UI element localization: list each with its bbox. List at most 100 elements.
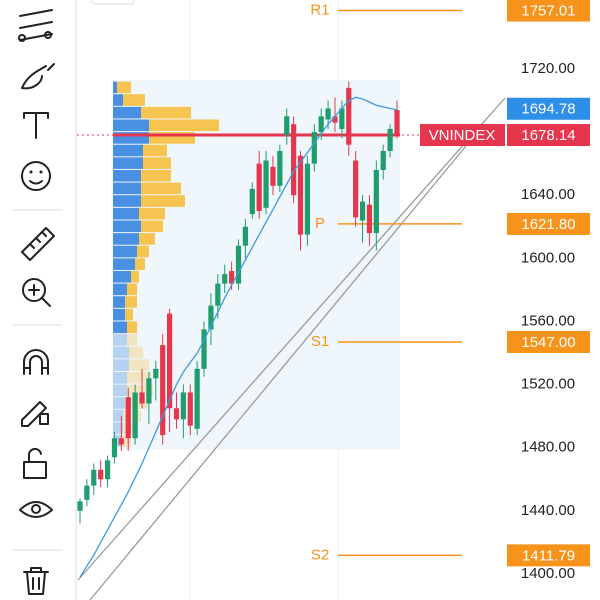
trend-line	[77, 97, 506, 581]
candle-body	[118, 438, 124, 445]
profile-buy	[113, 334, 127, 346]
moving-average	[79, 96, 398, 578]
profile-buy	[113, 308, 125, 321]
candle-body	[98, 469, 104, 480]
profile-buy	[113, 422, 123, 435]
candle-body	[229, 270, 235, 284]
profile-sell	[149, 119, 219, 132]
price-badge	[507, 330, 590, 353]
profile-buy	[113, 207, 139, 220]
profile-buy	[113, 359, 129, 371]
candle-body	[394, 109, 400, 136]
candle-body	[208, 305, 214, 330]
profile-buy	[113, 397, 125, 409]
profile-sell	[117, 81, 131, 94]
trend-line	[89, 145, 467, 600]
profile-buy	[113, 81, 117, 94]
profile-sell	[141, 220, 163, 233]
candle-body	[146, 378, 152, 404]
candle-body	[380, 151, 386, 170]
candle-body	[256, 163, 262, 211]
candle-body	[132, 392, 138, 439]
profile-buy	[113, 119, 149, 132]
pivot-name: P	[315, 215, 325, 232]
candle-body	[304, 163, 311, 235]
candle-body	[346, 87, 352, 145]
price-badge-label: 1411.79	[522, 547, 575, 564]
profile-buy	[113, 220, 141, 233]
price-axis: 1720.00 1640.00 1600.00 1560.00 1520.00 1480.…	[420, 0, 590, 582]
candle-body	[77, 501, 83, 511]
profile-buy	[113, 106, 141, 119]
profile-buy	[113, 409, 123, 422]
price-badge-label: 1757.01	[521, 3, 575, 20]
candle-body	[104, 460, 111, 480]
profile-sell	[139, 207, 165, 220]
candle-body	[263, 160, 269, 208]
lock-drawing-tool[interactable]	[21, 401, 49, 427]
trend-tool[interactable]	[18, 9, 53, 42]
candle-body	[201, 329, 207, 369]
profile-sell	[143, 157, 171, 169]
profile-buy	[113, 384, 127, 397]
candle-body	[180, 392, 186, 420]
unlock-tool[interactable]	[23, 447, 47, 479]
brush-tool[interactable]	[21, 63, 55, 90]
candle-body	[249, 188, 255, 215]
candle-body	[373, 169, 379, 234]
profile-buy	[113, 270, 131, 283]
delete-tool[interactable]	[23, 567, 49, 595]
top-button[interactable]	[91, 0, 135, 5]
profile-sell	[129, 359, 149, 371]
candle-body	[160, 345, 166, 436]
candle-body	[91, 469, 97, 486]
profile-buy	[113, 94, 123, 106]
candle-body	[325, 108, 331, 120]
profile-sell	[121, 435, 131, 447]
candle-body	[353, 160, 359, 218]
profile-sell	[125, 296, 137, 308]
price-badge-label: 1678.14	[521, 127, 575, 144]
candle-body	[242, 226, 248, 246]
profile-sell	[141, 182, 181, 195]
profile-sell	[141, 106, 191, 119]
y-tick-label: 1560.00	[521, 312, 575, 329]
profile-sell	[127, 321, 137, 334]
profile-buy	[113, 258, 135, 270]
candle-body	[387, 128, 393, 152]
profile-buy	[113, 132, 149, 144]
candle-body	[270, 166, 276, 186]
ruler-tool[interactable]	[21, 227, 55, 261]
candle-body	[173, 408, 180, 420]
profile-buy	[113, 195, 141, 207]
profile-sell	[127, 384, 153, 397]
candle-body	[311, 132, 317, 164]
candle-body	[277, 151, 283, 186]
symbol-label: VNINDEX	[429, 127, 496, 144]
price-badge	[507, 124, 590, 147]
profile-sell	[125, 308, 133, 321]
candle-body	[153, 368, 159, 379]
candle-body	[215, 283, 221, 306]
y-tick-label: 1720.00	[521, 60, 575, 77]
symbol-badge	[420, 124, 505, 147]
profile-buy	[113, 296, 125, 308]
magnet-tool[interactable]	[23, 349, 49, 375]
candle-body	[366, 204, 373, 234]
profile-buy	[113, 346, 129, 359]
emoji-tool[interactable]	[21, 161, 51, 191]
profile-buy	[113, 283, 127, 296]
visibility-tool[interactable]	[19, 501, 53, 518]
y-tick-label: 1480.00	[521, 439, 575, 456]
candle-body	[332, 116, 338, 123]
text-tool[interactable]	[23, 112, 49, 139]
y-tick-label: 1640.00	[521, 186, 575, 203]
profile-sell	[149, 132, 195, 144]
zoom-tool[interactable]	[22, 278, 51, 307]
candle-body	[166, 313, 173, 409]
profile-sell	[131, 270, 139, 283]
y-tick-label: 1440.00	[521, 502, 575, 519]
profile-sell	[123, 409, 141, 422]
